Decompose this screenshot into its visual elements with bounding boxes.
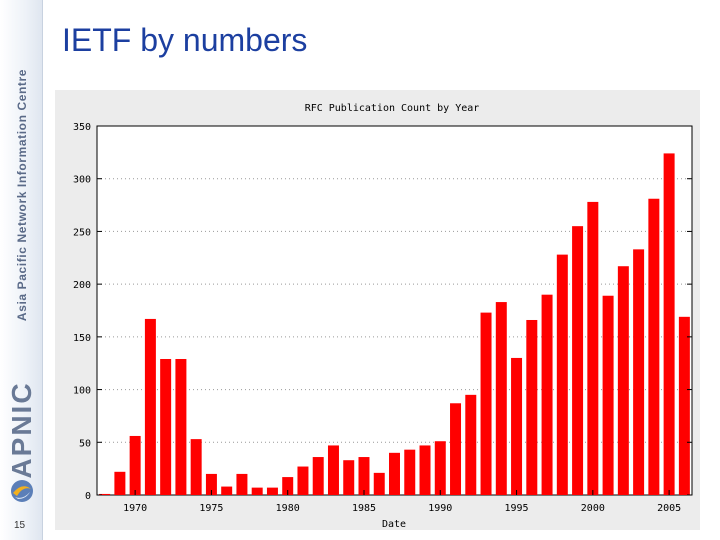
bar-1974 [190, 439, 202, 495]
sidebar-band: Asia Pacific Network Information Centre … [0, 0, 43, 540]
org-name: Asia Pacific Network Information Centre [15, 68, 29, 322]
bar-1995 [511, 357, 523, 495]
rfc-bar-chart: RFC Publication Count by Year 0 50 100 150 2… [73, 103, 693, 530]
bar-1992 [465, 394, 477, 495]
bar-1981 [297, 466, 309, 495]
bar-1979 [266, 487, 278, 495]
x-tick-label-1970: 1970 [123, 503, 147, 514]
y-tick-label-100: 100 [73, 386, 91, 397]
bar-1999 [572, 226, 584, 495]
bar-1969 [114, 471, 126, 495]
bar-2005 [663, 153, 675, 495]
bar-2001 [602, 295, 614, 495]
bar-1986 [373, 472, 385, 495]
axis-layer: 0 50 100 150 200 250 300 350 1970 1975 1980 1985 199… [73, 122, 692, 514]
y-tick-label-300: 300 [73, 175, 91, 186]
globe-swirl-icon [11, 480, 33, 502]
bar-1983 [327, 445, 339, 495]
bar-1976 [221, 486, 233, 495]
bar-1996 [526, 319, 538, 495]
brand-logo-text: APNIC [6, 381, 37, 479]
x-tick-label-1995: 1995 [505, 503, 529, 514]
bar-1971 [144, 318, 156, 495]
bar-1977 [236, 473, 248, 495]
bar-1991 [450, 403, 462, 495]
bar-2006 [678, 316, 690, 495]
bar-1988 [404, 449, 416, 495]
bar-2004 [648, 198, 660, 495]
x-tick-label-2005: 2005 [657, 503, 681, 514]
y-tick-label-50: 50 [79, 438, 91, 449]
bar-layer [99, 153, 690, 495]
y-tick-label-350: 350 [73, 122, 91, 133]
bar-2003 [633, 249, 645, 495]
y-tick-label-200: 200 [73, 280, 91, 291]
bar-1972 [160, 358, 172, 495]
bar-1985 [358, 457, 370, 495]
slide-number: 15 [14, 520, 26, 531]
bar-1987 [389, 452, 400, 495]
bar-1975 [205, 473, 217, 495]
x-tick-label-1985: 1985 [352, 503, 376, 514]
bar-2002 [617, 266, 629, 495]
y-tick-label-0: 0 [85, 491, 91, 502]
x-tick-label-1990: 1990 [428, 503, 452, 514]
chart-frame: RFC Publication Count by Year 0 50 100 150 2… [55, 90, 700, 530]
y-tick-label-150: 150 [73, 333, 91, 344]
y-tick-label-250: 250 [73, 227, 91, 238]
bar-1973 [175, 358, 187, 495]
bar-1998 [556, 254, 568, 495]
x-axis-label: Date [382, 519, 406, 530]
bar-1989 [419, 445, 431, 495]
x-tick-label-1980: 1980 [276, 503, 300, 514]
x-tick-label-2000: 2000 [581, 503, 605, 514]
x-tick-label-1975: 1975 [199, 503, 223, 514]
bar-1990 [434, 441, 446, 495]
chart-title: RFC Publication Count by Year [305, 103, 480, 114]
bar-1968 [99, 493, 111, 495]
bar-1978 [251, 487, 263, 495]
bar-1984 [343, 460, 355, 495]
bar-1994 [495, 302, 507, 495]
slide-title: IETF by numbers [62, 22, 308, 58]
bar-2000 [587, 201, 599, 495]
bar-1982 [312, 457, 324, 495]
bar-1993 [480, 312, 492, 495]
bar-1980 [282, 477, 294, 495]
bar-1970 [129, 435, 141, 495]
bar-1997 [541, 294, 553, 495]
